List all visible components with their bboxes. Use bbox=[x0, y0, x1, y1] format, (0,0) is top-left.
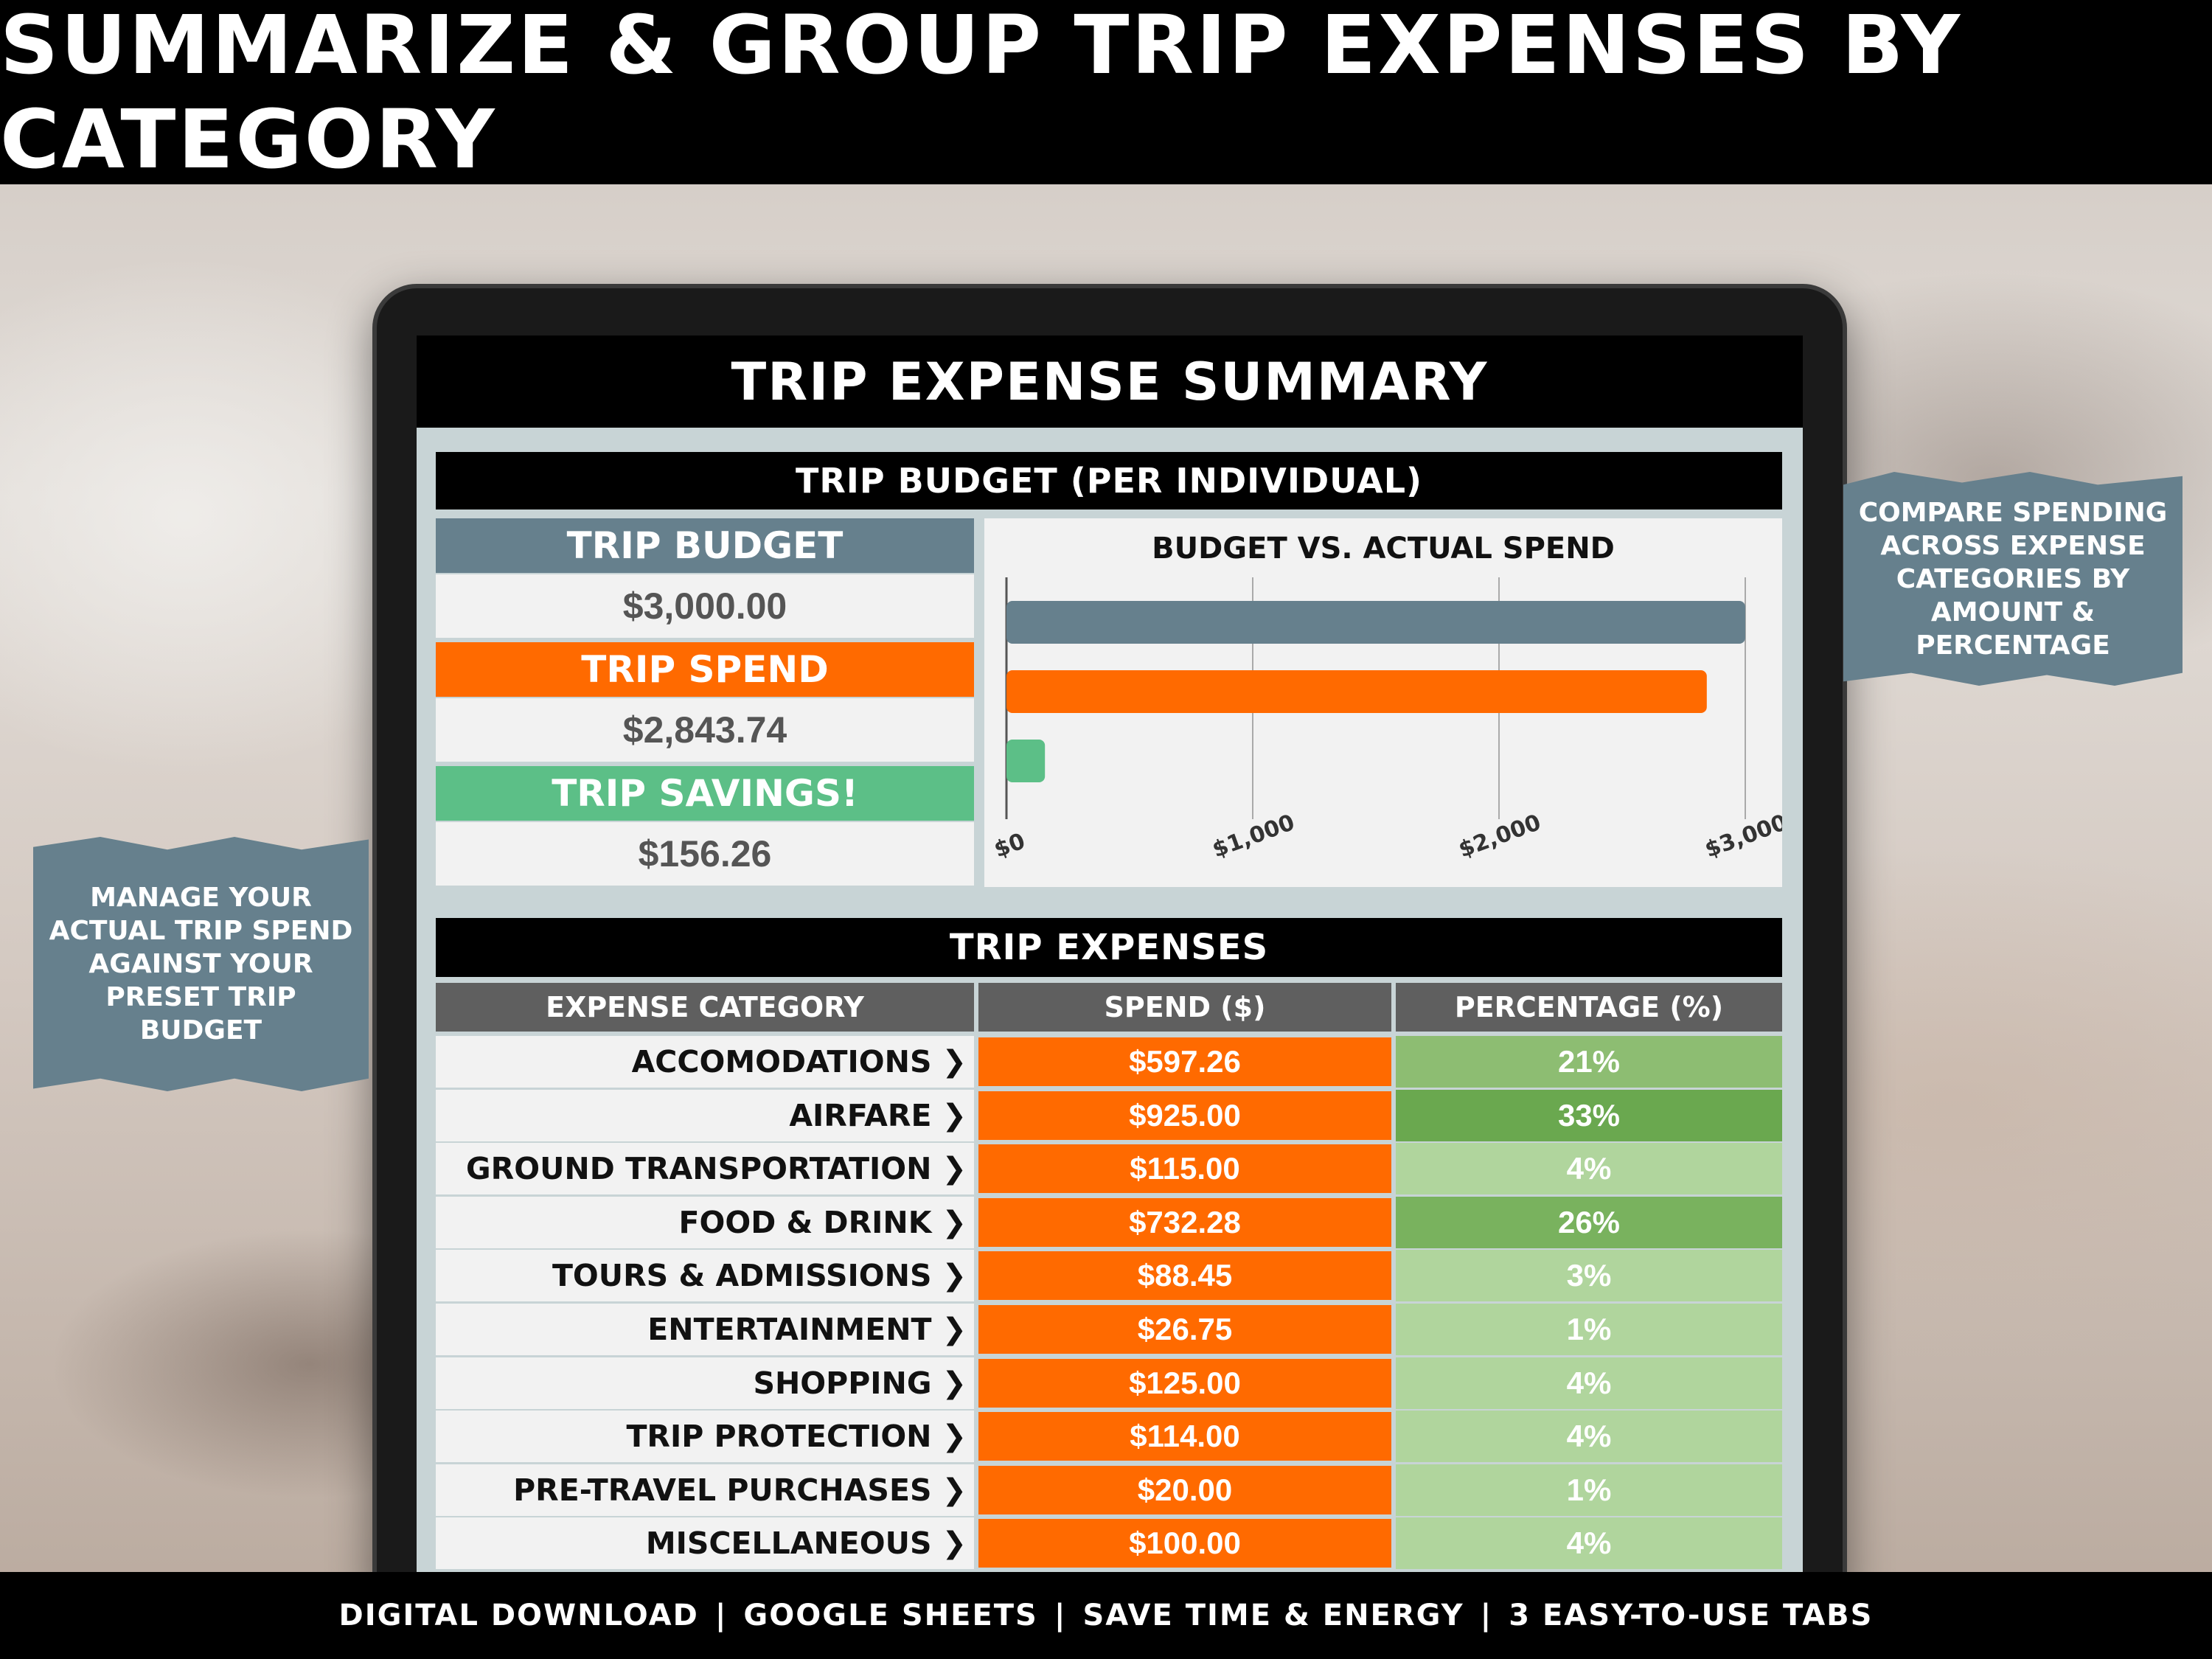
category-cell: AIRFARE ❯ bbox=[436, 1089, 974, 1141]
sheet-title: TRIP EXPENSE SUMMARY bbox=[417, 335, 1803, 428]
budget-value[interactable]: $3,000.00 bbox=[436, 574, 974, 638]
category-label: ENTERTAINMENT bbox=[647, 1312, 932, 1347]
callout-compare-spending: COMPARE SPENDING ACROSS EXPENSE CATEGORI… bbox=[1843, 472, 2183, 686]
callout-manage-spend: MANAGE YOUR ACTUAL TRIP SPEND AGAINST YO… bbox=[33, 837, 369, 1091]
category-cell: SHOPPING ❯ bbox=[436, 1357, 974, 1409]
x-tick-label: $0 bbox=[991, 828, 1029, 863]
percentage-cell: 1% bbox=[1396, 1304, 1782, 1355]
spend-cell[interactable]: $88.45 bbox=[978, 1251, 1391, 1301]
chart-title: BUDGET VS. ACTUAL SPEND bbox=[1152, 532, 1615, 566]
percentage-cell: 4% bbox=[1396, 1357, 1782, 1409]
category-cell: PRE-TRAVEL PURCHASES ❯ bbox=[436, 1464, 974, 1516]
category-label: AIRFARE bbox=[789, 1097, 932, 1133]
chevron-right-icon: ❯ bbox=[942, 1366, 967, 1400]
category-cell: ACCOMODATIONS ❯ bbox=[436, 1036, 974, 1088]
col-header-spend: SPEND ($) bbox=[978, 983, 1391, 1032]
chevron-right-icon: ❯ bbox=[942, 1312, 967, 1346]
bottom-banner: DIGITAL DOWNLOAD | GOOGLE SHEETS | SAVE … bbox=[0, 1572, 2212, 1659]
spend-label: TRIP SPEND bbox=[436, 642, 974, 697]
spend-cell[interactable]: $732.28 bbox=[978, 1197, 1391, 1247]
chevron-right-icon: ❯ bbox=[942, 1419, 967, 1454]
x-tick-label: $3,000 bbox=[1702, 810, 1782, 863]
percentage-cell: 21% bbox=[1396, 1036, 1782, 1088]
category-cell: GROUND TRANSPORTATION ❯ bbox=[436, 1143, 974, 1195]
spend-cell[interactable]: $114.00 bbox=[978, 1412, 1391, 1461]
category-label: SHOPPING bbox=[753, 1365, 932, 1401]
top-banner: SUMMARIZE & GROUP TRIP EXPENSES BY CATEG… bbox=[0, 0, 2212, 187]
col-header-category: EXPENSE CATEGORY bbox=[436, 983, 974, 1032]
chevron-right-icon: ❯ bbox=[942, 1526, 967, 1561]
table-row: AIRFARE ❯ $925.00 33% bbox=[436, 1089, 1782, 1141]
table-row: FOOD & DRINK ❯ $732.28 26% bbox=[436, 1196, 1782, 1248]
callout-compare-text: COMPARE SPENDING ACROSS EXPENSE CATEGORI… bbox=[1858, 497, 2168, 661]
table-row: ACCOMODATIONS ❯ $597.26 21% bbox=[436, 1036, 1782, 1088]
budget-label: TRIP BUDGET bbox=[436, 518, 974, 573]
category-cell: TRIP PROTECTION ❯ bbox=[436, 1411, 974, 1463]
spend-cell[interactable]: $115.00 bbox=[978, 1144, 1391, 1194]
bar-trip-budget bbox=[1006, 601, 1745, 644]
percentage-cell: 4% bbox=[1396, 1411, 1782, 1463]
category-label: MISCELLANEOUS bbox=[645, 1526, 932, 1562]
col-header-percentage: PERCENTAGE (%) bbox=[1396, 983, 1782, 1032]
chevron-right-icon: ❯ bbox=[942, 1259, 967, 1293]
category-label: GROUND TRANSPORTATION bbox=[466, 1151, 932, 1187]
x-tick-label: $2,000 bbox=[1455, 810, 1545, 863]
spend-cell[interactable]: $125.00 bbox=[978, 1358, 1391, 1408]
percentage-cell: 26% bbox=[1396, 1196, 1782, 1248]
bar-trip-savings bbox=[1006, 740, 1046, 782]
table-row: TRIP PROTECTION ❯ $114.00 4% bbox=[436, 1411, 1782, 1463]
percentage-cell: 1% bbox=[1396, 1464, 1782, 1516]
banner-title: SUMMARIZE & GROUP TRIP EXPENSES BY CATEG… bbox=[0, 0, 1963, 187]
chevron-right-icon: ❯ bbox=[942, 1045, 967, 1079]
spend-cell[interactable]: $597.26 bbox=[978, 1037, 1391, 1086]
footer-item-tabs: 3 EASY-TO-USE TABS bbox=[1509, 1599, 1874, 1632]
chevron-right-icon: ❯ bbox=[942, 1098, 967, 1133]
table-row: MISCELLANEOUS ❯ $100.00 4% bbox=[436, 1517, 1782, 1570]
bar-trip-spend bbox=[1006, 670, 1707, 713]
category-cell: TOURS & ADMISSIONS ❯ bbox=[436, 1250, 974, 1302]
chevron-right-icon: ❯ bbox=[942, 1152, 967, 1186]
budget-vs-spend-chart[interactable]: BUDGET VS. ACTUAL SPEND $0 $1,000 $2,000 $3… bbox=[984, 518, 1782, 887]
percentage-cell: 4% bbox=[1396, 1143, 1782, 1195]
table-row: PRE-TRAVEL PURCHASES ❯ $20.00 1% bbox=[436, 1464, 1782, 1516]
category-cell: ENTERTAINMENT ❯ bbox=[436, 1304, 974, 1355]
spend-cell[interactable]: $26.75 bbox=[978, 1305, 1391, 1354]
category-label: FOOD & DRINK bbox=[678, 1204, 932, 1240]
footer-separator: | bbox=[1054, 1599, 1067, 1632]
expenses-title: TRIP EXPENSES bbox=[436, 918, 1782, 977]
category-label: PRE-TRAVEL PURCHASES bbox=[513, 1472, 932, 1508]
category-cell: MISCELLANEOUS ❯ bbox=[436, 1517, 974, 1570]
table-row: GROUND TRANSPORTATION ❯ $115.00 4% bbox=[436, 1143, 1782, 1195]
table-row: SHOPPING ❯ $125.00 4% bbox=[436, 1357, 1782, 1409]
table-row: TOURS & ADMISSIONS ❯ $88.45 3% bbox=[436, 1250, 1782, 1302]
budget-section-title: TRIP BUDGET (PER INDIVIDUAL) bbox=[436, 452, 1782, 509]
category-label: TRIP PROTECTION bbox=[626, 1419, 932, 1455]
footer-item-save-time: SAVE TIME & ENERGY bbox=[1082, 1599, 1464, 1632]
spend-cell[interactable]: $20.00 bbox=[978, 1465, 1391, 1514]
chevron-right-icon: ❯ bbox=[942, 1472, 967, 1507]
percentage-cell: 4% bbox=[1396, 1517, 1782, 1570]
percentage-cell: 3% bbox=[1396, 1250, 1782, 1302]
chevron-right-icon: ❯ bbox=[942, 1205, 967, 1239]
callout-manage-text: MANAGE YOUR ACTUAL TRIP SPEND AGAINST YO… bbox=[49, 883, 353, 1046]
chart-svg: $0 $1,000 $2,000 $3,000 bbox=[991, 577, 1782, 863]
x-tick-label: $1,000 bbox=[1209, 810, 1298, 863]
footer-item-digital-download: DIGITAL DOWNLOAD bbox=[338, 1599, 699, 1632]
spend-cell[interactable]: $100.00 bbox=[978, 1519, 1391, 1568]
spreadsheet-screen: TRIP EXPENSE SUMMARY TRIP BUDGET (PER IN… bbox=[417, 335, 1803, 1574]
category-label: TOURS & ADMISSIONS bbox=[552, 1258, 932, 1294]
category-cell: FOOD & DRINK ❯ bbox=[436, 1196, 974, 1248]
footer-separator: | bbox=[714, 1599, 728, 1632]
footer-item-google-sheets: GOOGLE SHEETS bbox=[743, 1599, 1038, 1632]
footer-separator: | bbox=[1480, 1599, 1493, 1632]
spend-cell[interactable]: $925.00 bbox=[978, 1091, 1391, 1140]
spend-value[interactable]: $2,843.74 bbox=[436, 698, 974, 762]
category-label: ACCOMODATIONS bbox=[631, 1044, 932, 1079]
percentage-cell: 33% bbox=[1396, 1089, 1782, 1141]
savings-value[interactable]: $156.26 bbox=[436, 822, 974, 886]
table-row: ENTERTAINMENT ❯ $26.75 1% bbox=[436, 1304, 1782, 1355]
savings-label: TRIP SAVINGS! bbox=[436, 766, 974, 821]
